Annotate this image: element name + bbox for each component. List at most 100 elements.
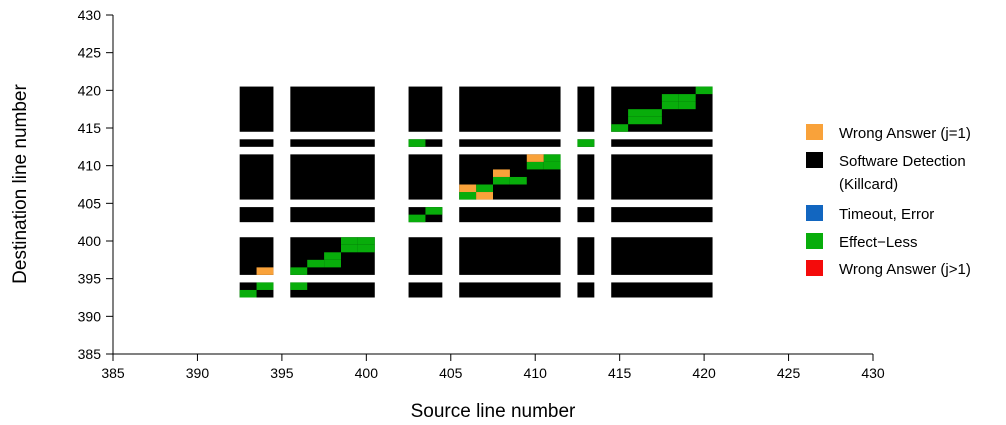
x-tick-label: 385 bbox=[101, 365, 125, 381]
axes: 385 390 395 400 405 410 415 420 425 430 385 390 395… bbox=[78, 7, 885, 381]
killcard-block bbox=[290, 86, 375, 132]
killcard-block bbox=[290, 282, 375, 298]
killcard-block bbox=[239, 207, 274, 223]
y-tick-label: 405 bbox=[78, 195, 102, 211]
y-axis-title: Destination line number bbox=[10, 84, 31, 284]
x-tick-label: 405 bbox=[439, 365, 463, 381]
effect-less-cell bbox=[408, 139, 426, 147]
effect-less-cell bbox=[324, 259, 341, 268]
y-tick-label: 410 bbox=[78, 158, 102, 174]
y-tick-label: 430 bbox=[78, 7, 102, 23]
effect-less-cell bbox=[290, 282, 308, 290]
effect-less-cell bbox=[476, 184, 493, 193]
x-axis-title: Source line number bbox=[411, 401, 576, 422]
legend-label: Effect−Less bbox=[839, 234, 918, 251]
killcard-block bbox=[459, 282, 561, 298]
plot-area bbox=[239, 86, 713, 298]
effect-less-cell bbox=[256, 282, 274, 290]
effect-less-cell bbox=[357, 244, 375, 253]
killcard-block bbox=[611, 207, 713, 223]
effect-less-cell bbox=[661, 101, 679, 110]
legend-label: Timeout, Error bbox=[839, 206, 934, 223]
killcard-block bbox=[459, 86, 561, 132]
x-tick-label: 395 bbox=[270, 365, 294, 381]
killcard-block bbox=[577, 154, 595, 200]
x-tick-label: 430 bbox=[861, 365, 885, 381]
y-tick-label: 420 bbox=[78, 82, 102, 98]
legend-swatch bbox=[806, 124, 823, 140]
effect-less-cell bbox=[493, 176, 510, 185]
effect-less-cell bbox=[324, 252, 341, 260]
legend-swatch bbox=[806, 233, 823, 249]
effect-less-cell bbox=[307, 259, 325, 268]
legend-label-line2: (Killcard) bbox=[839, 176, 898, 193]
killcard-block bbox=[408, 237, 443, 275]
y-tick-label: 400 bbox=[78, 233, 102, 249]
y-ticks: 385 390 395 400 405 410 415 420 425 430 bbox=[78, 7, 113, 362]
effect-less-cell bbox=[543, 154, 561, 162]
wrong-answer-j1-cell bbox=[526, 154, 544, 162]
effect-less-cell bbox=[526, 161, 544, 170]
killcard-block bbox=[459, 237, 561, 275]
x-tick-label: 420 bbox=[692, 365, 716, 381]
effect-less-cell bbox=[357, 237, 375, 245]
legend-swatch bbox=[806, 205, 823, 221]
y-tick-label: 425 bbox=[78, 45, 102, 61]
killcard-block bbox=[611, 139, 713, 147]
effect-less-cell bbox=[408, 214, 426, 223]
effect-less-cell bbox=[239, 289, 257, 298]
effect-less-cell bbox=[577, 139, 595, 147]
effect-less-cell bbox=[341, 237, 358, 245]
killcard-block bbox=[239, 86, 274, 132]
y-tick-label: 415 bbox=[78, 120, 102, 136]
effect-less-cell bbox=[678, 101, 696, 110]
killcard-block bbox=[611, 237, 713, 275]
effect-less-cell bbox=[645, 109, 662, 117]
legend-label: Software Detection bbox=[839, 153, 966, 170]
killcard-block bbox=[459, 139, 561, 147]
effect-less-cell bbox=[341, 244, 358, 253]
killcard-block bbox=[577, 86, 595, 132]
x-tick-label: 400 bbox=[355, 365, 379, 381]
effect-less-cell bbox=[425, 207, 443, 215]
effect-less-cell bbox=[628, 109, 645, 117]
killcard-block bbox=[611, 282, 713, 298]
effect-less-cell bbox=[678, 94, 696, 102]
killcard-block bbox=[290, 139, 375, 147]
y-tick-label: 390 bbox=[78, 308, 102, 324]
x-tick-label: 390 bbox=[186, 365, 210, 381]
effect-less-cell bbox=[509, 176, 527, 185]
legend-swatch bbox=[806, 152, 823, 168]
effect-less-cell bbox=[661, 94, 679, 102]
effect-less-cell bbox=[628, 116, 645, 125]
x-tick-label: 425 bbox=[777, 365, 801, 381]
legend-label: Wrong Answer (j=1) bbox=[839, 125, 971, 142]
killcard-block bbox=[577, 282, 595, 298]
killcard-block bbox=[239, 154, 274, 200]
x-tick-label: 415 bbox=[608, 365, 632, 381]
y-tick-label: 395 bbox=[78, 271, 102, 287]
y-tick-label: 385 bbox=[78, 346, 102, 362]
killcard-block bbox=[611, 154, 713, 200]
killcard-block bbox=[459, 207, 561, 223]
killcard-block bbox=[408, 154, 443, 200]
legend-label: Wrong Answer (j>1) bbox=[839, 261, 971, 278]
x-tick-label: 410 bbox=[524, 365, 548, 381]
killcard-block bbox=[577, 237, 595, 275]
effect-less-cell bbox=[611, 124, 629, 132]
effect-less-cell bbox=[290, 267, 308, 275]
killcard-block bbox=[408, 86, 443, 132]
legend: Wrong Answer (j=1) Software Detection (Kil… bbox=[806, 124, 971, 278]
killcard-block bbox=[290, 154, 375, 200]
wrong-answer-j1-cell bbox=[493, 169, 510, 177]
wrong-answer-j1-cell bbox=[256, 267, 274, 275]
x-ticks: 385 390 395 400 405 410 415 420 425 430 bbox=[101, 354, 885, 381]
killcard-block bbox=[408, 282, 443, 298]
wrong-answer-j1-cell bbox=[459, 184, 477, 193]
killcard-block bbox=[577, 207, 595, 223]
legend-swatch bbox=[806, 260, 823, 276]
wrong-answer-j1-cell bbox=[476, 192, 493, 200]
killcard-block bbox=[290, 207, 375, 223]
killcard-block bbox=[239, 139, 274, 147]
